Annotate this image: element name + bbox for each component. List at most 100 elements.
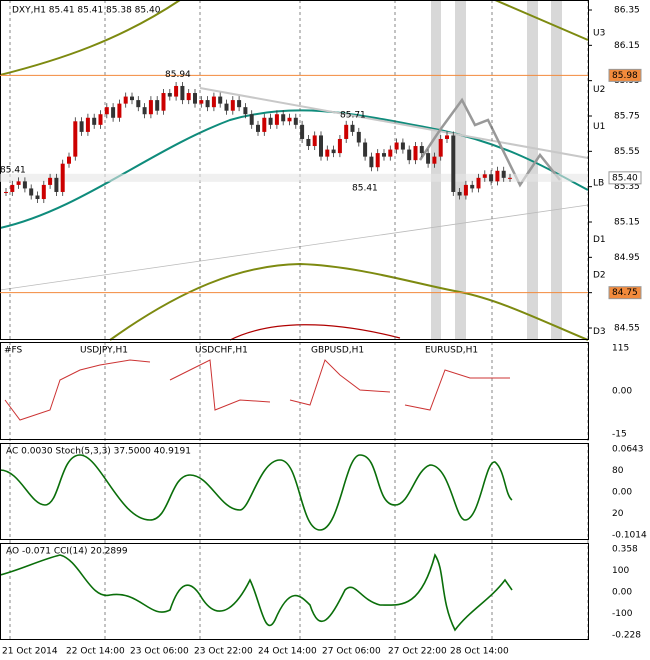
panel-scale-label: 100 xyxy=(612,566,629,576)
candle-body xyxy=(287,117,292,122)
panel-scale-label: 0.00 xyxy=(612,488,632,498)
candle-body xyxy=(388,149,393,157)
candle-body xyxy=(249,114,254,125)
candle-body xyxy=(193,93,197,104)
panel-frames xyxy=(0,0,589,640)
candle-body xyxy=(148,100,153,115)
candle-body xyxy=(180,85,185,101)
candle-body xyxy=(123,96,128,104)
candle-body xyxy=(482,174,487,178)
candle-body xyxy=(48,177,53,185)
candle-body xyxy=(237,100,242,108)
candle-body xyxy=(29,188,34,196)
candle-body xyxy=(230,100,235,111)
candle-body xyxy=(337,138,342,154)
candle-body xyxy=(463,184,468,196)
candle-body xyxy=(130,96,134,101)
panel-scale-label: 115 xyxy=(612,344,629,354)
level-label: D1 xyxy=(593,235,606,245)
x-tick-label: 27 Oct 06:00 xyxy=(322,647,381,657)
candle-body xyxy=(92,117,97,125)
y-tick-label: 84.55 xyxy=(614,324,640,334)
candle-body xyxy=(312,135,317,147)
panel-label: USDJPY,H1 xyxy=(80,346,128,356)
panel-label: USDCHF,H1 xyxy=(195,346,248,356)
candle-body xyxy=(457,191,462,196)
candle-body xyxy=(419,146,424,154)
panel-scale-label: 0.0643 xyxy=(612,445,644,455)
y-tick-label: 85.75 xyxy=(614,112,640,122)
candle-body xyxy=(60,163,65,192)
annotation: 85.41 xyxy=(0,166,26,176)
candle-body xyxy=(218,96,223,104)
candle-body xyxy=(205,100,210,108)
candle-body xyxy=(508,177,512,179)
candle-body xyxy=(306,138,311,147)
candle-body xyxy=(211,96,216,108)
candle-body xyxy=(407,149,412,161)
candle-body xyxy=(432,156,437,164)
panel-scale-label: 20 xyxy=(612,509,624,519)
candle-body xyxy=(445,135,449,139)
price-band xyxy=(0,173,588,182)
candle-body xyxy=(155,100,160,111)
panel-scale-label: 0.00 xyxy=(612,588,632,598)
panel-label: AC 0.0030 Stoch(5,3,3) 37.5000 40.9191 xyxy=(6,447,191,457)
candle-body xyxy=(16,181,21,185)
x-tick-label: 21 Oct 2014 xyxy=(2,647,58,657)
candle-body xyxy=(325,149,330,157)
candle-body xyxy=(111,107,116,118)
candle-body xyxy=(369,156,374,168)
candle-body xyxy=(41,184,46,200)
candle-body xyxy=(73,121,78,157)
annotation: 85.94 xyxy=(165,70,191,80)
candle-body xyxy=(382,153,386,157)
candle-body xyxy=(274,114,279,125)
candle-body xyxy=(199,100,204,104)
x-tick-label: 22 Oct 14:00 xyxy=(66,647,125,657)
candle-body xyxy=(438,138,443,157)
candle-body xyxy=(10,184,15,192)
chart-title: DXY,H1 85.41 85.41 85.38 85.40 xyxy=(12,6,161,16)
x-tick-label: 28 Oct 14:00 xyxy=(450,647,509,657)
candle-body xyxy=(350,124,355,132)
candle-body xyxy=(293,117,298,125)
price-box xyxy=(608,68,642,82)
candle-body xyxy=(35,195,40,200)
candle-body xyxy=(356,131,361,143)
panel-scale-label: -0.228 xyxy=(612,631,641,641)
level-label: U1 xyxy=(593,122,605,132)
candle-body xyxy=(495,170,500,182)
price-box xyxy=(608,286,642,300)
candle-body xyxy=(300,124,305,139)
candle-body xyxy=(319,135,323,157)
panel-label: #FS xyxy=(4,346,23,356)
candle-body xyxy=(104,107,109,115)
panel-label: GBPUSD,H1 xyxy=(311,346,364,356)
panel-scale-label: 0.358 xyxy=(612,545,638,555)
panel-scale-label: 80 xyxy=(612,466,624,476)
panel-scale-label: -100 xyxy=(612,609,633,619)
panel-scale-label: -15 xyxy=(612,430,627,440)
candle-body xyxy=(394,142,399,150)
candle-body xyxy=(67,156,71,164)
candle-body xyxy=(331,149,336,154)
x-tick-label: 24 Oct 14:00 xyxy=(258,647,317,657)
sub-indicators xyxy=(0,359,513,632)
candle-body xyxy=(375,153,380,168)
candle-body xyxy=(22,181,27,189)
candle-body xyxy=(136,100,141,108)
candle-body xyxy=(142,107,147,115)
price-box-label: 85.98 xyxy=(612,71,638,81)
price-box xyxy=(608,171,642,185)
candle-body xyxy=(79,121,84,132)
candle-body xyxy=(54,177,59,192)
candle-body xyxy=(344,124,349,139)
candle-body xyxy=(470,184,475,189)
panel-scale-label: 0.00 xyxy=(612,387,632,397)
candle-body xyxy=(256,124,260,132)
x-tick-label: 23 Oct 06:00 xyxy=(130,647,189,657)
candle-body xyxy=(489,174,494,182)
candle-body xyxy=(186,93,191,101)
